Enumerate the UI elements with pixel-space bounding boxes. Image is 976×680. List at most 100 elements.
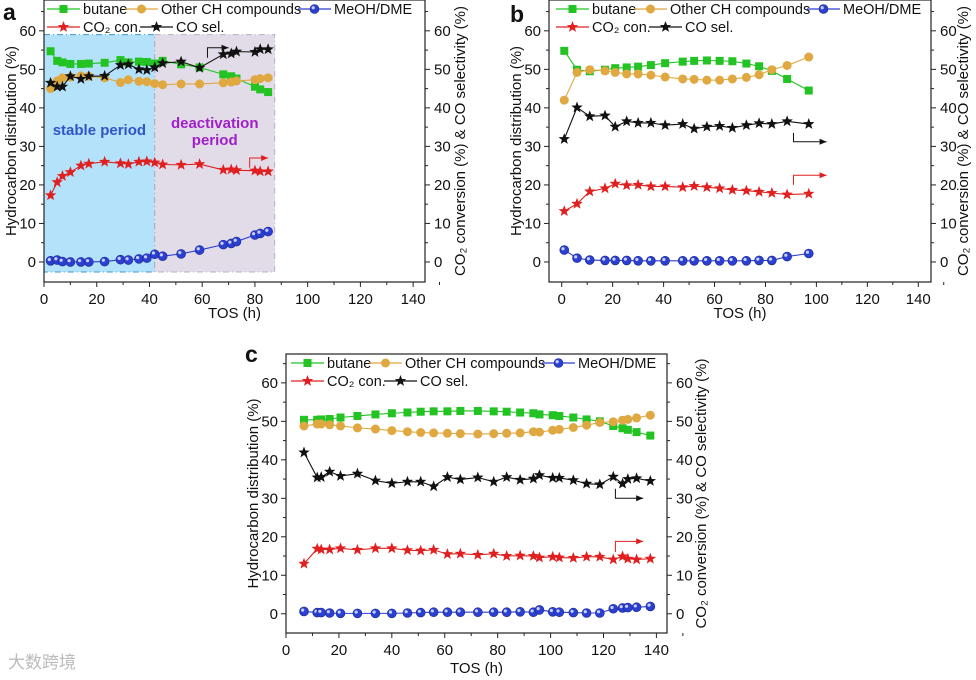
marker-highlight [301,608,305,612]
y-tick-label: 30 [261,490,278,507]
data-point [783,74,792,83]
marker-highlight [530,609,534,613]
data-point [387,426,397,436]
marker-highlight [623,257,627,261]
data-point [456,406,465,415]
data-point [122,58,135,70]
data-point [568,607,579,618]
marker-highlight [47,257,51,262]
data-point [134,254,144,264]
marker-highlight [85,259,90,263]
marker-highlight [633,604,637,608]
marker-highlight [555,360,559,364]
y2-tick-label: 30 [434,138,451,155]
data-point [567,551,580,563]
legend-item: MeOH/DME [807,2,921,18]
marker-highlight [388,610,393,614]
y2-axis-title: CO₂ conversion (%) & CO selectivity (%) [955,6,972,276]
marker-highlight [67,259,71,263]
legend-label: CO₂ con. [592,20,651,36]
y-tick-label: 0 [28,254,36,271]
legend-item: CO sel. [649,20,733,36]
data-point [56,80,69,92]
data-point [571,101,583,113]
data-point [175,55,187,67]
data-point [555,411,564,420]
series-co-sel- [44,43,274,92]
data-point [123,75,133,85]
legend-label: Other CH compounds [670,2,810,18]
data-point [298,557,310,569]
x-tick-label: 20 [331,642,348,659]
data-point [193,61,206,73]
legend-label: MeOH/DME [578,356,656,372]
marker-highlight [662,257,666,262]
marker-highlight [556,609,560,613]
data-point [255,74,265,84]
y-tick-label: 20 [524,177,541,194]
y2-tick-label: 30 [676,490,693,507]
data-point [402,427,412,437]
y2-tick-label: 0 [940,254,948,271]
data-point [442,428,452,438]
y2-tick-label: 20 [434,177,451,194]
data-point [714,256,725,266]
axis-indicator-arrow [614,488,644,502]
data-point [548,411,557,420]
x-tick-label: 140 [906,291,931,308]
data-point [585,65,595,75]
data-point [454,473,467,485]
data-point [325,420,335,430]
data-point [659,119,671,131]
data-point [502,428,512,438]
data-point [755,62,764,71]
data-point [623,414,633,424]
data-point [633,69,643,79]
data-point [217,48,229,60]
marker-highlight [457,609,461,613]
data-point [325,415,334,424]
data-point [515,428,525,438]
data-point [336,421,346,431]
data-point [500,550,513,561]
y-tick-label: 0 [270,606,278,623]
data-point [370,608,381,619]
marker-highlight [318,609,322,613]
data-point [781,188,793,200]
plot-frame [548,0,932,283]
data-point [415,607,426,618]
marker-highlight [252,232,256,236]
data-point [176,249,186,259]
marker-highlight [716,257,720,262]
y-tick-label: 60 [261,375,278,392]
data-point [678,57,687,66]
data-point [51,176,63,188]
marker-highlight [784,253,788,257]
data-point [429,428,439,438]
marker-highlight [679,257,684,262]
y2-tick-label: 20 [676,529,693,546]
data-point [98,155,111,167]
data-point [156,57,169,69]
data-point [558,205,570,216]
y-tick-label: 50 [261,413,278,430]
data-point [741,256,752,266]
data-point [64,70,77,82]
data-point [515,607,525,617]
data-point [255,228,266,239]
data-point [618,424,627,433]
x-tick-label: 0 [282,642,290,659]
data-point [370,424,380,434]
data-point [740,184,753,196]
data-point [473,607,483,618]
marker-highlight [159,253,163,257]
data-point [455,429,465,439]
data-point [193,158,206,169]
arrowhead-icon [819,172,827,179]
marker-highlight [196,247,200,251]
data-point [401,475,414,487]
data-point [514,549,526,561]
data-point [608,417,618,427]
data-point [83,70,95,82]
data-point [500,471,513,482]
